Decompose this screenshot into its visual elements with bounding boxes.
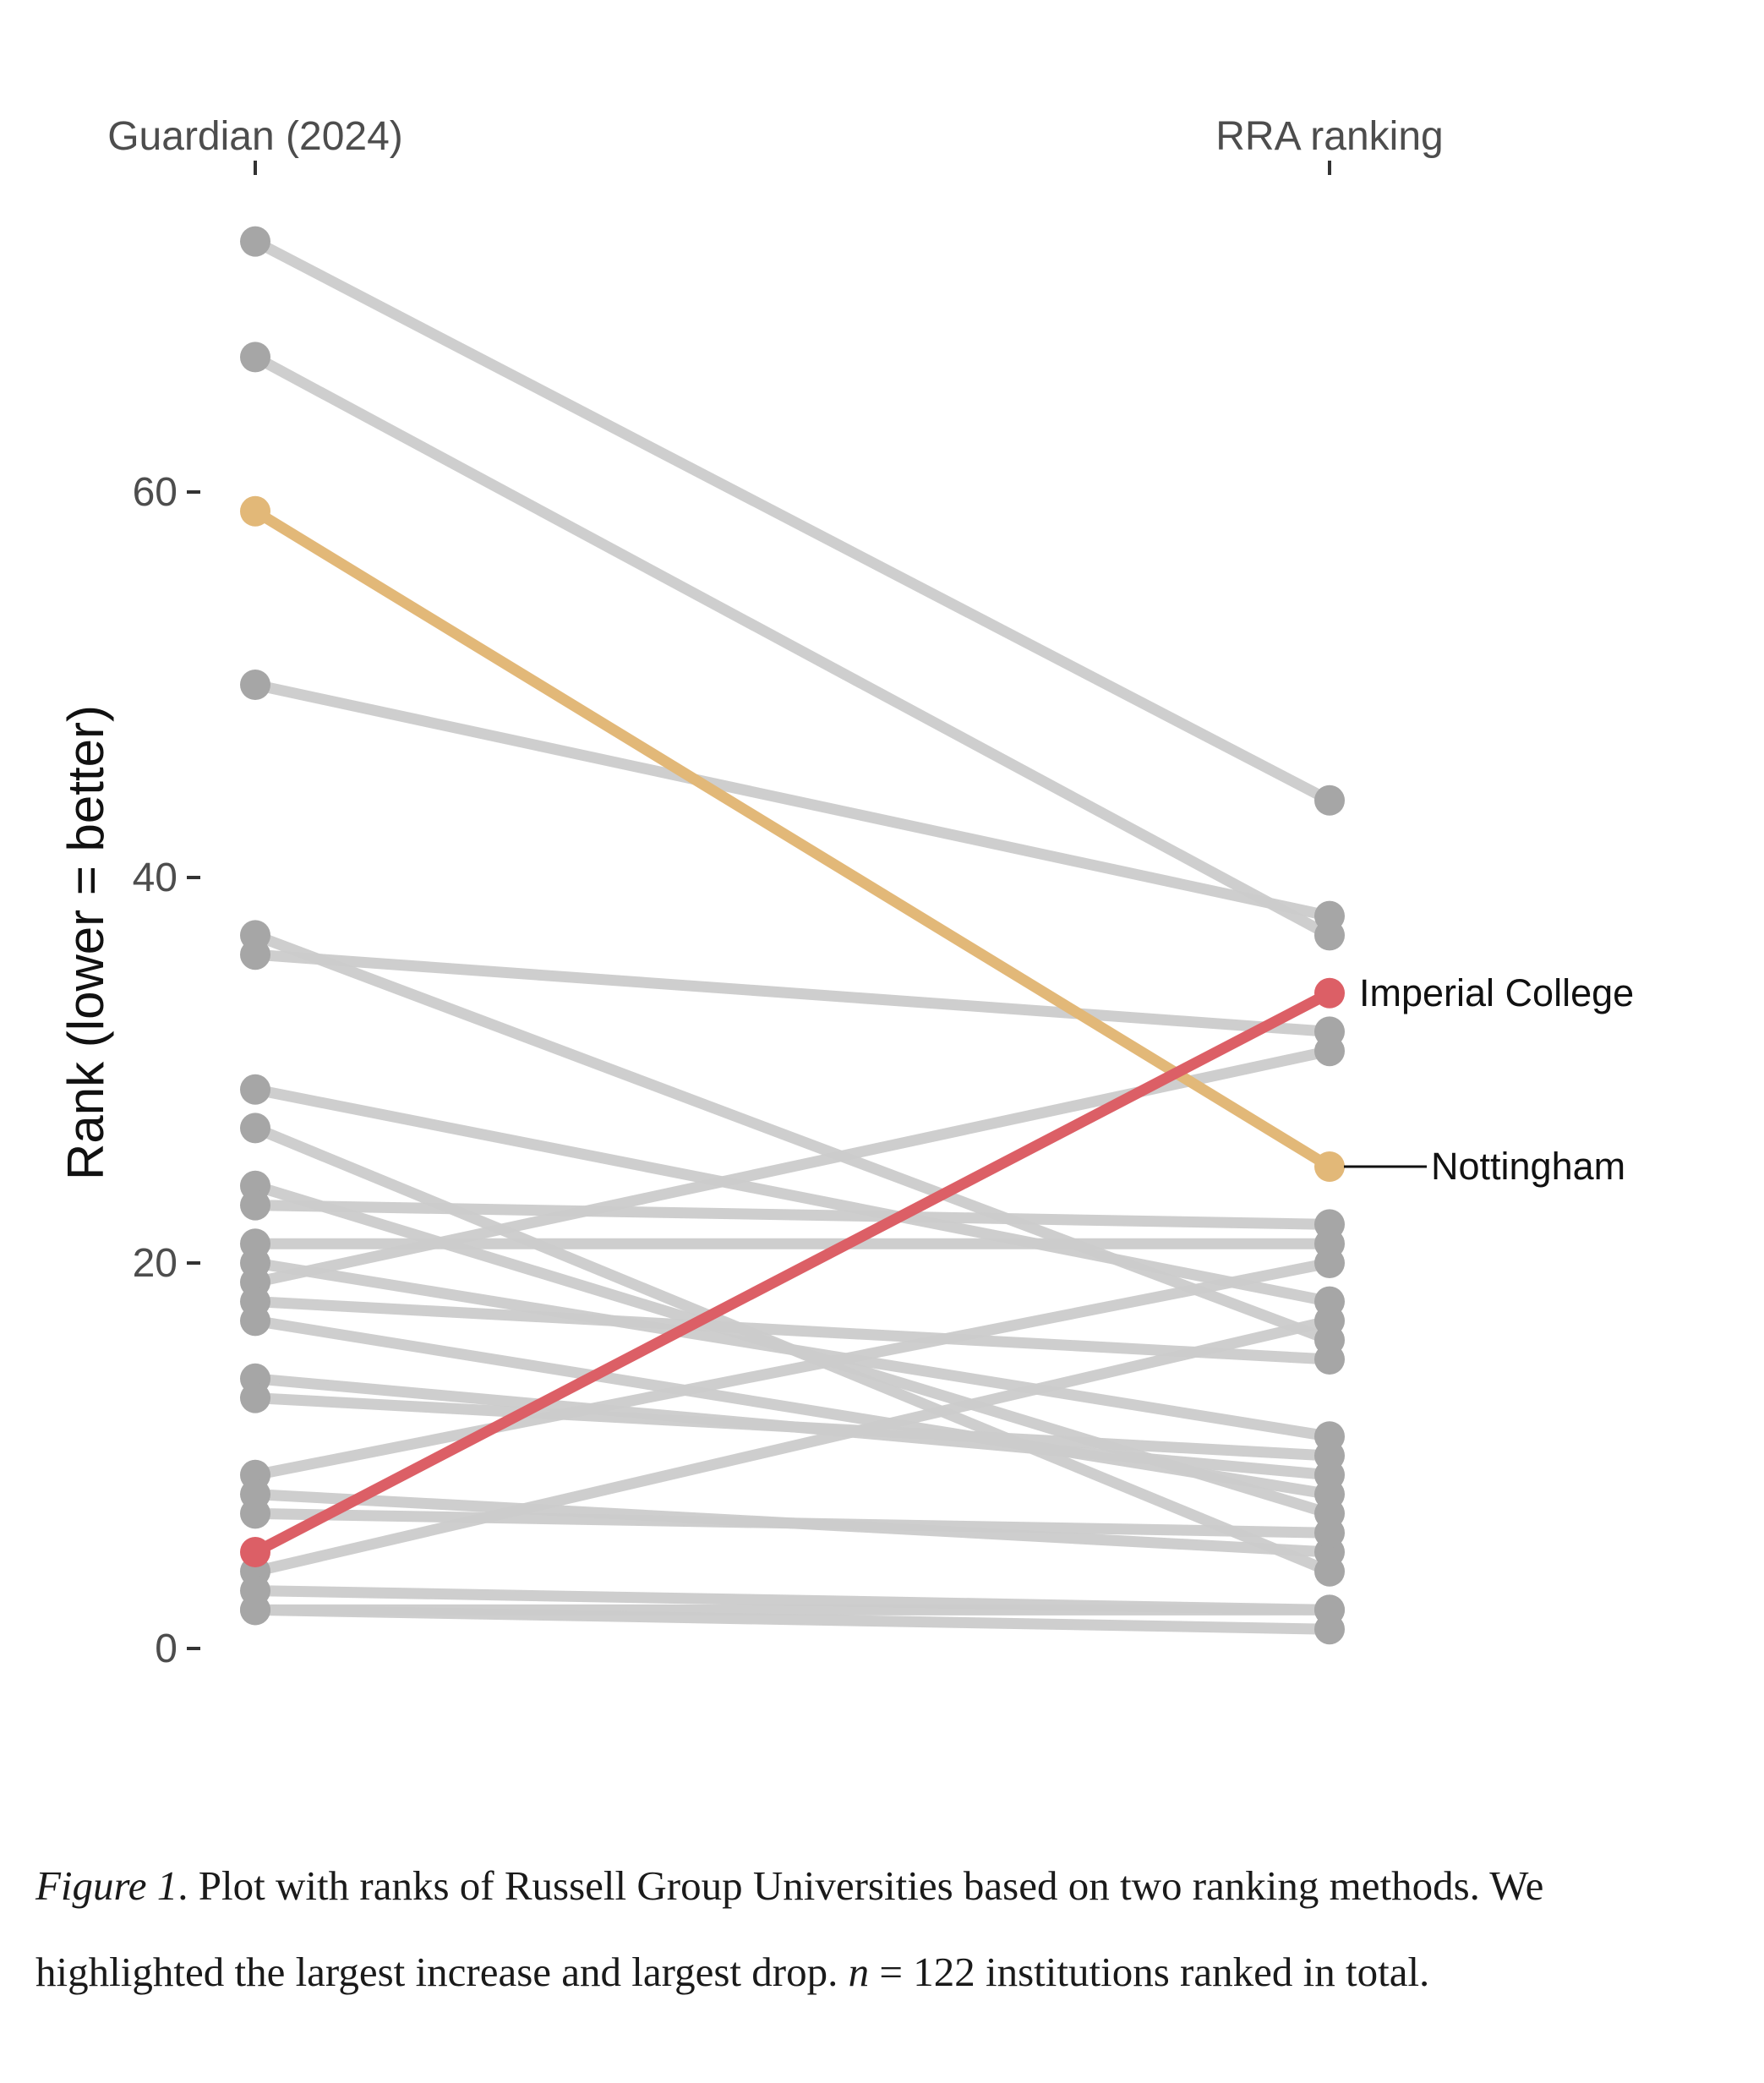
highlight-point [1314, 1151, 1345, 1182]
series-line [249, 1257, 1335, 1481]
series-point [240, 1113, 270, 1144]
series-line [249, 679, 1335, 922]
series-point [240, 670, 270, 700]
series-line [249, 949, 1335, 1037]
caption-text-1: Plot with ranks of Russell Group Univers… [35, 1862, 1544, 1995]
y-axis-title: Rank (lower = better) [57, 705, 114, 1180]
highlight-point [240, 495, 270, 527]
series-point [1314, 1036, 1345, 1067]
series-point [240, 226, 270, 257]
series-labels: Nottingham Imperial College [1344, 971, 1634, 1188]
series-point [240, 1594, 270, 1626]
series-line [249, 1507, 1335, 1539]
series-point [1314, 900, 1345, 932]
series-point [240, 1382, 270, 1413]
series-point [1314, 1248, 1345, 1278]
caption-label-period: . [177, 1862, 188, 1909]
series-point [240, 342, 270, 373]
series-line [249, 1296, 1335, 1365]
highlight-series-line [249, 506, 1335, 1173]
series-point [240, 1305, 270, 1337]
highlight-series-line [249, 987, 1335, 1558]
series-points [240, 226, 1345, 1645]
series-lines [249, 236, 1335, 1635]
series-point [1314, 1517, 1345, 1549]
series-point [1314, 1305, 1345, 1337]
series-point [1314, 1441, 1345, 1471]
highlight-point [240, 1537, 270, 1567]
series-point [240, 1498, 270, 1529]
y-tick-label: 20 [133, 1241, 177, 1286]
figure-caption: Figure 1. Plot with ranks of Russell Gro… [35, 1843, 1718, 2015]
caption-figure-label: Figure 1 [35, 1862, 178, 1909]
caption-text-2: institutions ranked in total. [985, 1949, 1430, 1995]
slope-chart: Guardian (2024) RRA ranking 0 20 40 60 Rank (l… [57, 114, 1634, 1671]
series-line [249, 929, 1335, 1346]
series-point [240, 1189, 270, 1221]
series-point [1314, 1344, 1345, 1375]
series-point [1314, 785, 1345, 816]
series-point [1314, 1614, 1345, 1645]
series-line [249, 1315, 1335, 1577]
series-line [249, 1084, 1335, 1308]
axes: Guardian (2024) RRA ranking 0 20 40 60 Rank (l… [57, 114, 1444, 1671]
x-axis-label: Guardian (2024) [107, 114, 403, 159]
series-line [249, 1315, 1335, 1501]
highlight-point [1314, 977, 1345, 1009]
y-tick-label: 40 [133, 856, 177, 900]
series-line [249, 1392, 1335, 1462]
x-axis-label: RRA ranking [1215, 114, 1443, 159]
series-label: Nottingham [1431, 1145, 1625, 1188]
series-point [240, 939, 270, 970]
series-line [249, 351, 1335, 941]
series-line [249, 236, 1335, 806]
caption-math-var: n [848, 1949, 870, 1995]
y-tick-label: 0 [155, 1626, 177, 1671]
y-tick-label: 60 [133, 470, 177, 515]
series-line [249, 1604, 1335, 1635]
series-label: Imperial College [1359, 971, 1634, 1014]
series-line [249, 1200, 1335, 1230]
series-point [240, 1074, 270, 1105]
series-line [249, 1257, 1335, 1442]
caption-math-rel: = 122 [879, 1949, 975, 1995]
